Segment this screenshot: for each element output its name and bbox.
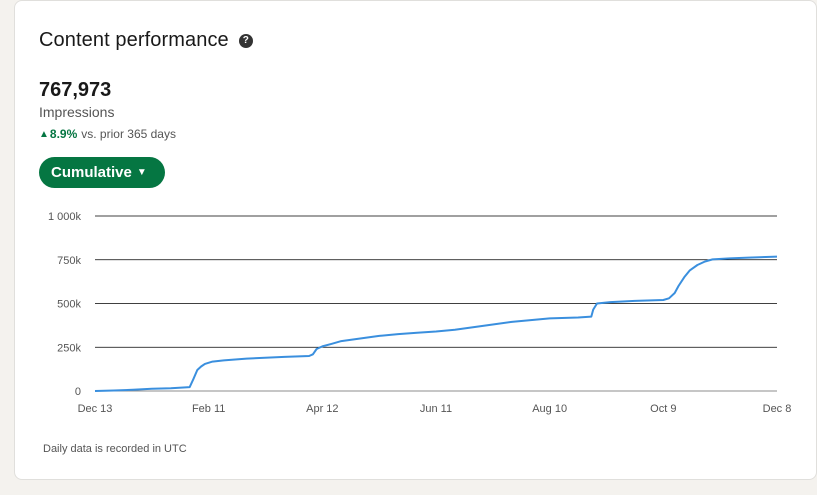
x-tick-label: Dec 13 — [78, 403, 113, 415]
card-title: Content performance — [39, 29, 229, 51]
content-performance-card: Content performance ? 767,973 Impression… — [14, 0, 817, 480]
up-arrow-icon: ▲ — [39, 128, 49, 140]
x-tick-label: Oct 9 — [650, 403, 676, 415]
y-tick-label: 1 000k — [48, 211, 82, 223]
delta-text: vs. prior 365 days — [81, 127, 176, 141]
cumulative-dropdown-button[interactable]: Cumulative ▼ — [39, 157, 165, 188]
x-tick-label: Dec 8 — [763, 403, 792, 415]
x-tick-label: Aug 10 — [532, 403, 567, 415]
delta-row: ▲ 8.9% vs. prior 365 days — [39, 127, 176, 141]
x-tick-label: Apr 12 — [306, 403, 338, 415]
impressions-series-line — [94, 255, 778, 392]
impressions-label: Impressions — [39, 104, 115, 120]
card-header: Content performance ? — [39, 29, 253, 52]
help-icon[interactable]: ? — [238, 33, 253, 48]
utc-footnote: Daily data is recorded in UTC — [43, 443, 187, 455]
y-tick-label: 750k — [57, 255, 81, 267]
x-tick-label: Jun 11 — [420, 403, 452, 415]
caret-down-icon: ▼ — [136, 167, 147, 178]
impressions-line-chart: 0 250k 500k 750k 1 000k Dec 13 Feb 11 Apr 12 Jun… — [48, 211, 792, 415]
impressions-value: 767,973 — [39, 79, 112, 101]
dropdown-label: Cumulative — [51, 164, 132, 181]
delta-percent: 8.9% — [49, 127, 78, 141]
y-tick-label: 250k — [57, 342, 81, 354]
y-tick-label: 500k — [57, 299, 81, 311]
y-tick-label: 0 — [75, 386, 81, 398]
x-tick-label: Feb 11 — [192, 403, 225, 415]
